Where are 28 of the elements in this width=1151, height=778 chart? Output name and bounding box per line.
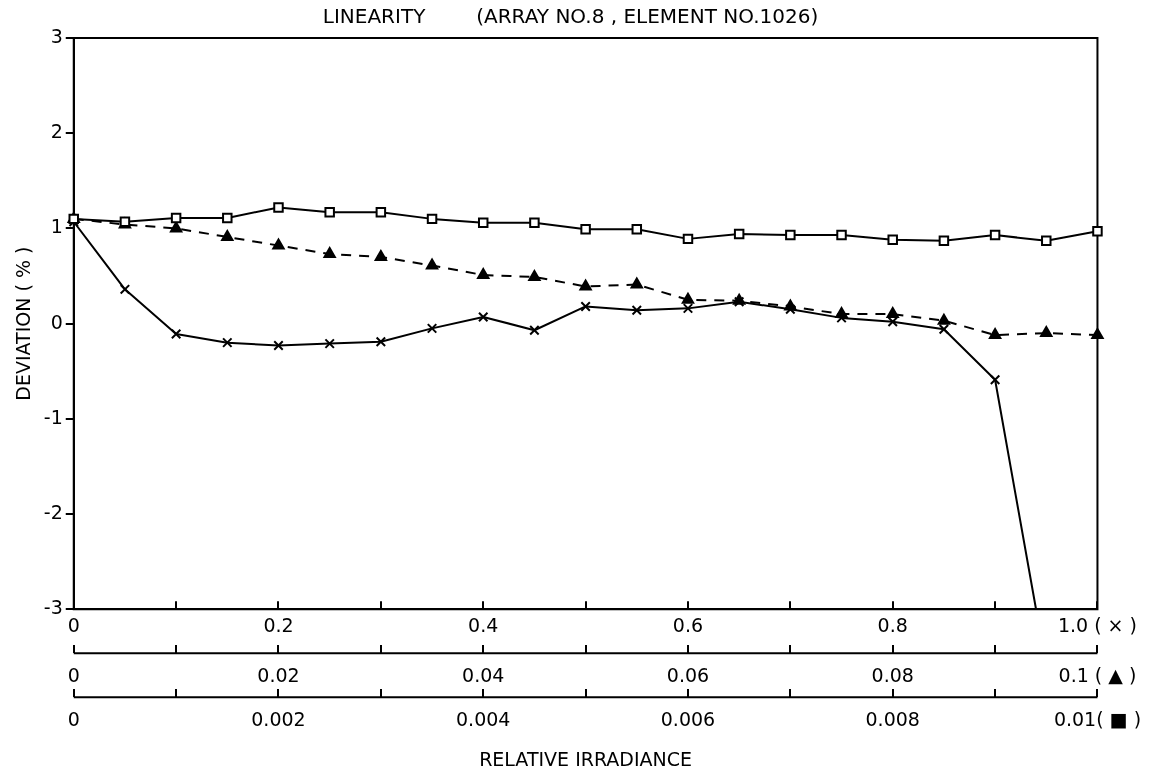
y-tick-label: -3: [43, 596, 63, 619]
x-tick-label: 0.1 ( ▲ ): [1058, 663, 1137, 686]
x-tick-label: 0: [67, 707, 80, 730]
y-tick-label: 1: [50, 215, 63, 238]
y-tick-label: 3: [50, 24, 63, 47]
x-tick-label: 0.002: [251, 707, 306, 730]
x-tick-label: 0: [67, 663, 80, 686]
y-axis-title: DEVIATION ( % ): [12, 246, 35, 401]
y-tick-label: 0: [50, 310, 63, 333]
x-tick-label: 0.06: [666, 663, 710, 686]
y-tick-label: -2: [43, 500, 63, 523]
x-tick-label: 0.004: [456, 707, 511, 730]
x-tick-label: 0.006: [660, 707, 716, 730]
chart-title: LINEARITY (ARRAY NO.8 , ELEMENT NO.1026): [322, 4, 819, 29]
y-tick-label: -1: [43, 405, 63, 428]
x-tick-label: 1.0 ( × ): [1057, 613, 1138, 636]
y-tick-label: 2: [50, 120, 63, 143]
x-axis-title: RELATIVE IRRADIANCE: [479, 747, 693, 770]
x-tick-label: 0.2: [263, 613, 294, 636]
x-tick-label: 0.04: [462, 663, 505, 686]
x-tick-label: 0.6: [672, 613, 704, 636]
x-tick-label: 0.4: [468, 613, 499, 636]
x-tick-label: 0.01( ■ ): [1053, 707, 1142, 730]
x-tick-label: 0.02: [257, 663, 300, 686]
x-tick-label: 0.008: [865, 707, 920, 730]
x-tick-label: 0.08: [871, 663, 914, 686]
x-tick-label: 0: [67, 613, 80, 636]
x-tick-label: 0.8: [877, 613, 908, 636]
